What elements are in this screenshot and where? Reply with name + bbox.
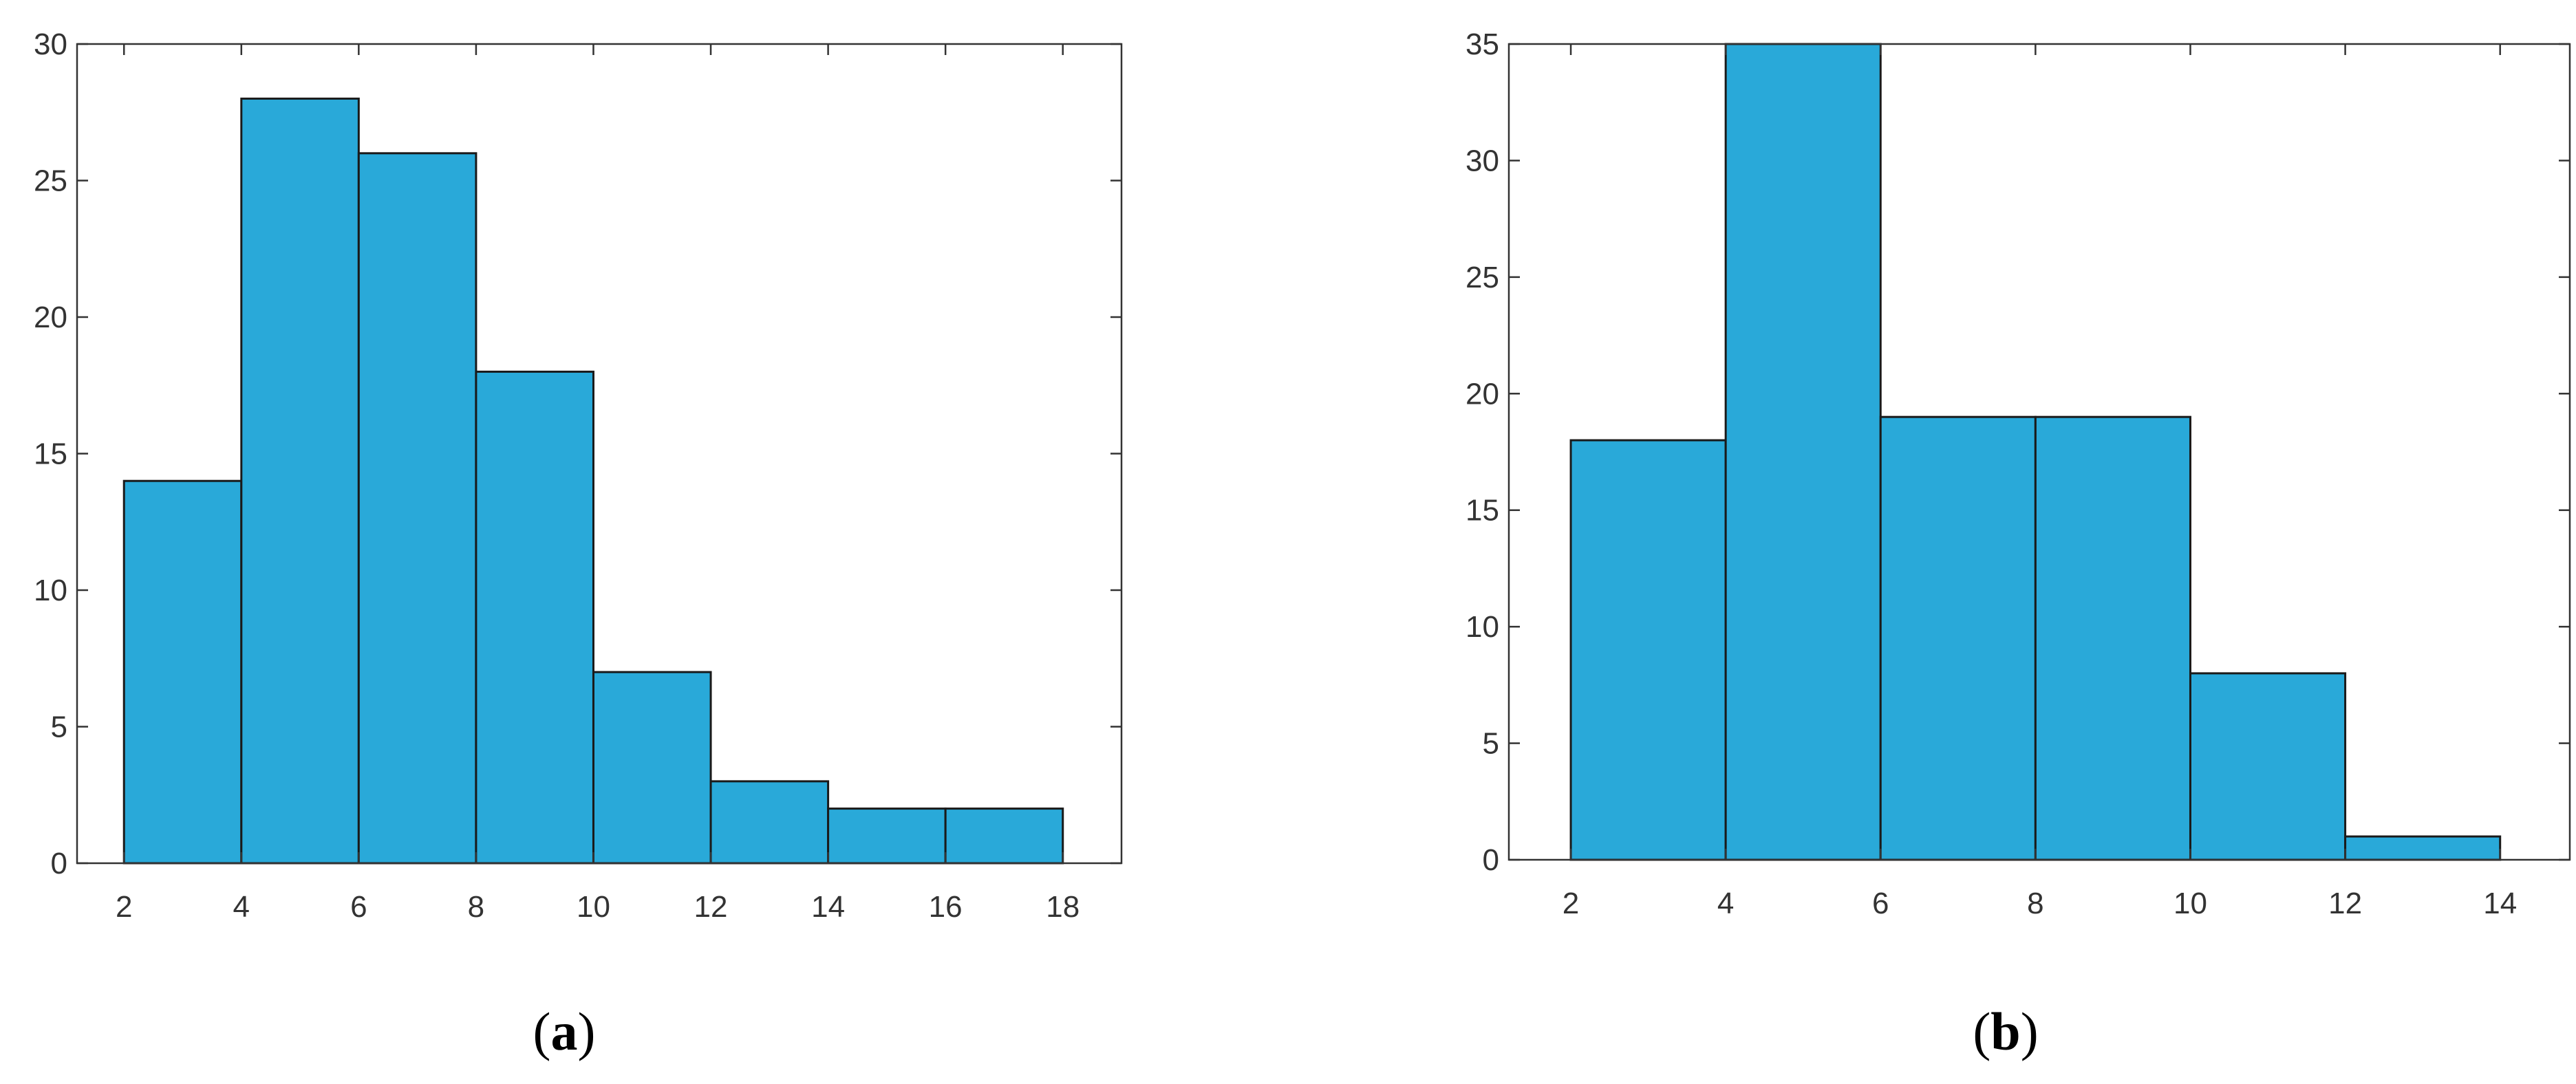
histogram-bar-a-4 — [592, 671, 712, 865]
y-tick-label-a-0: 0 — [51, 847, 67, 880]
x-tick-label-a-0: 2 — [116, 890, 132, 924]
x-tick-label-b-1: 4 — [1717, 887, 1734, 920]
y-tick-label-b-4: 20 — [1466, 377, 1499, 411]
histogram-bar-a-5 — [709, 780, 830, 865]
y-tick-label-a-5: 25 — [34, 164, 67, 198]
histogram-panel-a: 2 4 6 8 10 12 14 16 18 0 5 10 15 20 25 30 — [34, 28, 1123, 924]
x-tick-label-b-6: 14 — [2483, 887, 2517, 920]
panel-label-b: (b) — [1937, 1001, 2074, 1063]
x-tick-label-b-3: 8 — [2027, 887, 2043, 920]
x-tick-label-a-6: 14 — [811, 890, 845, 924]
y-tick-label-b-0: 0 — [1483, 843, 1499, 877]
histogram-bar-b-2 — [1879, 415, 2037, 861]
panel-label-b-letter: b — [1990, 1001, 2021, 1061]
y-tick-label-a-6: 30 — [34, 28, 67, 61]
x-tick-label-b-2: 6 — [1872, 887, 1889, 920]
y-tick-label-a-3: 15 — [34, 437, 67, 471]
y-tick-label-b-1: 5 — [1483, 727, 1499, 761]
y-tick-label-a-4: 20 — [34, 301, 67, 334]
axes-box-b — [1507, 43, 2571, 861]
x-tick-label-b-5: 12 — [2328, 887, 2362, 920]
y-tick-label-b-6: 30 — [1466, 144, 1499, 177]
y-tick-label-a-1: 5 — [51, 711, 67, 744]
panel-label-b-close: ) — [2020, 1001, 2039, 1061]
x-tick-label-a-7: 16 — [929, 890, 963, 924]
histogram-bar-a-6 — [827, 807, 947, 865]
x-tick-label-a-1: 4 — [233, 890, 250, 924]
histogram-bar-b-0 — [1569, 439, 1727, 861]
x-tick-label-a-2: 6 — [350, 890, 367, 924]
y-tick-label-a-2: 10 — [34, 574, 67, 607]
y-tick-label-b-3: 15 — [1466, 494, 1499, 528]
panel-label-a-open: ( — [533, 1001, 551, 1061]
x-tick-label-b-0: 2 — [1563, 887, 1579, 920]
histogram-bar-a-1 — [240, 97, 360, 865]
x-tick-label-b-4: 10 — [2174, 887, 2207, 920]
panel-label-a-letter: a — [550, 1001, 578, 1061]
histogram-bar-a-7 — [944, 807, 1064, 865]
histogram-bar-a-3 — [475, 370, 594, 865]
x-tick-label-a-4: 10 — [577, 890, 610, 924]
panel-label-a: (a) — [495, 1001, 633, 1063]
histogram-bar-b-3 — [2034, 415, 2191, 861]
panel-label-b-open: ( — [1973, 1001, 1991, 1061]
histogram-bar-b-4 — [2189, 672, 2347, 861]
x-tick-label-a-8: 18 — [1046, 890, 1080, 924]
histogram-bar-b-5 — [2344, 835, 2502, 861]
histogram-bar-a-2 — [357, 152, 477, 865]
x-tick-label-a-5: 12 — [694, 890, 728, 924]
y-tick-label-b-5: 25 — [1466, 261, 1499, 294]
panel-label-a-close: ) — [577, 1001, 596, 1061]
histogram-bar-b-1 — [1724, 43, 1882, 861]
histogram-panel-b: 2 4 6 8 10 12 14 0 5 10 15 20 25 30 35 — [1466, 28, 2571, 920]
x-tick-label-a-3: 8 — [468, 890, 484, 924]
y-tick-label-b-2: 10 — [1466, 610, 1499, 644]
histogram-bar-a-0 — [122, 479, 243, 865]
y-tick-label-b-7: 35 — [1466, 28, 1499, 61]
